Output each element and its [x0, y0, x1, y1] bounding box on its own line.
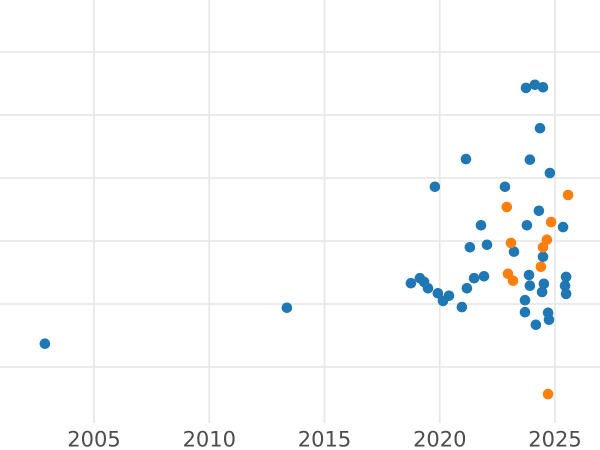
data-point-blue-series	[543, 314, 555, 326]
data-point-blue-series	[520, 82, 532, 94]
data-point-blue-series	[529, 79, 541, 91]
x-axis-tick-labels: 2005 2010 2015 2020 2025	[67, 428, 581, 450]
data-point-blue-series	[508, 246, 520, 257]
data-point-orange-series	[537, 242, 549, 253]
data-point-blue-series	[519, 294, 531, 306]
data-point-blue-series	[523, 269, 535, 281]
data-point-blue-series	[460, 153, 472, 165]
data-point-blue-series	[461, 283, 473, 294]
data-point-orange-series	[542, 388, 554, 400]
data-point-blue-series	[39, 338, 51, 350]
data-point-blue-series	[544, 167, 556, 179]
data-point-blue-series	[557, 221, 569, 233]
data-point-blue-series	[281, 302, 293, 314]
data-point-blue-series	[405, 277, 417, 289]
data-point-blue-series	[499, 181, 511, 193]
data-point-blue-series	[422, 283, 434, 294]
data-point-blue-series	[536, 286, 548, 298]
gridlines	[0, 0, 600, 423]
data-points	[39, 79, 574, 400]
x-tick-label: 2015	[298, 428, 351, 450]
data-point-orange-series	[505, 237, 517, 249]
data-point-blue-series	[432, 288, 444, 299]
data-point-blue-series	[429, 181, 441, 193]
data-point-blue-series	[560, 288, 572, 300]
data-point-blue-series	[537, 251, 549, 263]
x-tick-label: 2005	[67, 428, 120, 450]
data-point-blue-series	[524, 154, 536, 165]
data-point-orange-series	[562, 189, 574, 201]
data-point-blue-series	[524, 280, 536, 292]
data-point-blue-series	[468, 272, 480, 284]
data-point-orange-series	[535, 261, 547, 273]
data-point-blue-series	[537, 82, 549, 93]
data-point-blue-series	[521, 220, 533, 231]
data-point-blue-series	[559, 280, 571, 292]
data-point-blue-series	[478, 271, 490, 282]
data-point-blue-series	[475, 220, 487, 231]
x-tick-label: 2010	[183, 428, 236, 450]
data-point-orange-series	[507, 275, 519, 287]
data-point-orange-series	[501, 201, 513, 213]
data-point-blue-series	[534, 122, 546, 134]
data-point-blue-series	[530, 319, 542, 331]
x-tick-label: 2020	[413, 428, 466, 450]
x-tick-label: 2025	[528, 428, 581, 450]
data-point-orange-series	[545, 216, 557, 228]
data-point-blue-series	[533, 205, 545, 217]
data-point-blue-series	[443, 290, 455, 302]
data-point-blue-series	[519, 306, 531, 318]
data-point-blue-series	[481, 239, 493, 251]
data-point-blue-series	[560, 271, 572, 283]
data-point-blue-series	[456, 301, 468, 313]
data-point-blue-series	[538, 278, 550, 290]
data-point-blue-series	[464, 242, 476, 253]
